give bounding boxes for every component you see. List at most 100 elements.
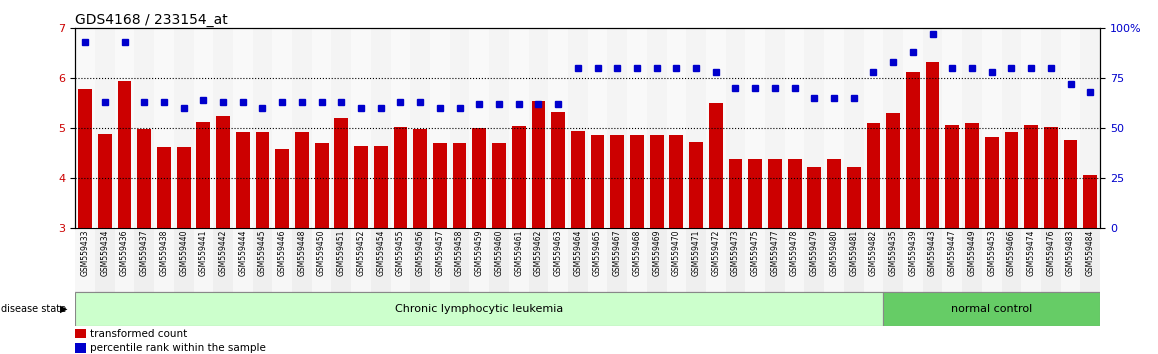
Bar (886, 113, 900, 228)
Bar (827, 159, 841, 228)
Bar (982, 28, 1002, 228)
Bar (430, 228, 449, 292)
Bar (667, 228, 687, 292)
Bar (371, 28, 390, 228)
Text: GSM559465: GSM559465 (593, 230, 602, 276)
Text: GSM559461: GSM559461 (514, 230, 523, 276)
Text: ▶: ▶ (60, 304, 67, 314)
Bar (571, 131, 585, 228)
Text: GSM559449: GSM559449 (967, 230, 976, 276)
Bar (903, 228, 923, 292)
Bar (315, 143, 329, 228)
Text: GSM559434: GSM559434 (101, 230, 109, 276)
Text: percentile rank within the sample: percentile rank within the sample (90, 343, 265, 353)
Bar (193, 28, 213, 228)
Bar (765, 228, 785, 292)
Bar (374, 146, 388, 228)
Bar (687, 228, 706, 292)
Bar (213, 28, 233, 228)
Bar (98, 134, 111, 228)
Bar (1064, 140, 1077, 228)
Bar (75, 228, 95, 292)
Bar (335, 118, 349, 228)
Bar (846, 167, 860, 228)
Bar (312, 228, 331, 292)
Bar (433, 143, 447, 228)
Bar (272, 28, 292, 228)
Text: GSM559467: GSM559467 (613, 230, 622, 276)
Text: GSM559439: GSM559439 (908, 230, 917, 276)
Bar (647, 28, 667, 228)
Bar (650, 135, 664, 228)
Text: GSM559481: GSM559481 (849, 230, 858, 276)
Text: GSM559436: GSM559436 (120, 230, 129, 276)
Bar (728, 159, 742, 228)
Text: GSM559484: GSM559484 (1086, 230, 1094, 276)
Text: GSM559480: GSM559480 (829, 230, 838, 276)
Text: GSM559459: GSM559459 (475, 230, 484, 276)
Text: GSM559458: GSM559458 (455, 230, 464, 276)
Bar (217, 116, 230, 228)
Text: GSM559437: GSM559437 (140, 230, 148, 276)
Bar (824, 28, 844, 228)
Bar (965, 123, 979, 228)
Text: GSM559466: GSM559466 (1007, 230, 1016, 276)
Text: GSM559482: GSM559482 (868, 230, 878, 276)
Bar (628, 228, 647, 292)
Text: transformed count: transformed count (90, 329, 186, 339)
Bar (982, 228, 1002, 292)
Bar (567, 28, 587, 228)
Bar (844, 28, 864, 228)
Bar (134, 228, 154, 292)
Text: GSM559446: GSM559446 (278, 230, 287, 276)
Bar (1004, 132, 1018, 228)
Text: GSM559454: GSM559454 (376, 230, 386, 276)
Bar (610, 135, 624, 228)
Bar (548, 28, 567, 228)
Bar (1043, 127, 1057, 228)
Bar (233, 28, 252, 228)
Bar (75, 28, 95, 228)
Bar (508, 28, 528, 228)
Bar (1002, 28, 1021, 228)
Bar (903, 28, 923, 228)
Text: GSM559448: GSM559448 (298, 230, 307, 276)
Text: GSM559471: GSM559471 (691, 230, 701, 276)
Bar (785, 228, 805, 292)
Text: GSM559438: GSM559438 (160, 230, 168, 276)
Text: GSM559443: GSM559443 (928, 230, 937, 276)
Bar (512, 126, 526, 228)
Bar (962, 228, 982, 292)
Bar (1002, 228, 1021, 292)
Bar (390, 228, 410, 292)
Bar (75, 292, 884, 326)
Bar (472, 129, 486, 228)
Bar (489, 228, 508, 292)
Bar (962, 28, 982, 228)
Text: GSM559442: GSM559442 (219, 230, 228, 276)
Text: GSM559473: GSM559473 (731, 230, 740, 276)
Bar (394, 127, 408, 228)
Bar (984, 137, 998, 228)
Bar (331, 228, 351, 292)
Bar (193, 228, 213, 292)
Bar (884, 292, 1100, 326)
Bar (157, 147, 171, 228)
Text: GSM559440: GSM559440 (179, 230, 188, 276)
Text: GSM559462: GSM559462 (534, 230, 543, 276)
Bar (95, 28, 115, 228)
Bar (943, 228, 962, 292)
Bar (884, 28, 903, 228)
Bar (726, 28, 746, 228)
Bar (844, 228, 864, 292)
Bar (331, 28, 351, 228)
Text: GSM559478: GSM559478 (790, 230, 799, 276)
Text: GSM559452: GSM559452 (357, 230, 366, 276)
Bar (706, 28, 726, 228)
Bar (630, 135, 644, 228)
Text: Chronic lymphocytic leukemia: Chronic lymphocytic leukemia (395, 304, 564, 314)
Bar (1021, 28, 1041, 228)
Bar (628, 28, 647, 228)
Text: GSM559453: GSM559453 (988, 230, 996, 276)
Bar (587, 228, 608, 292)
